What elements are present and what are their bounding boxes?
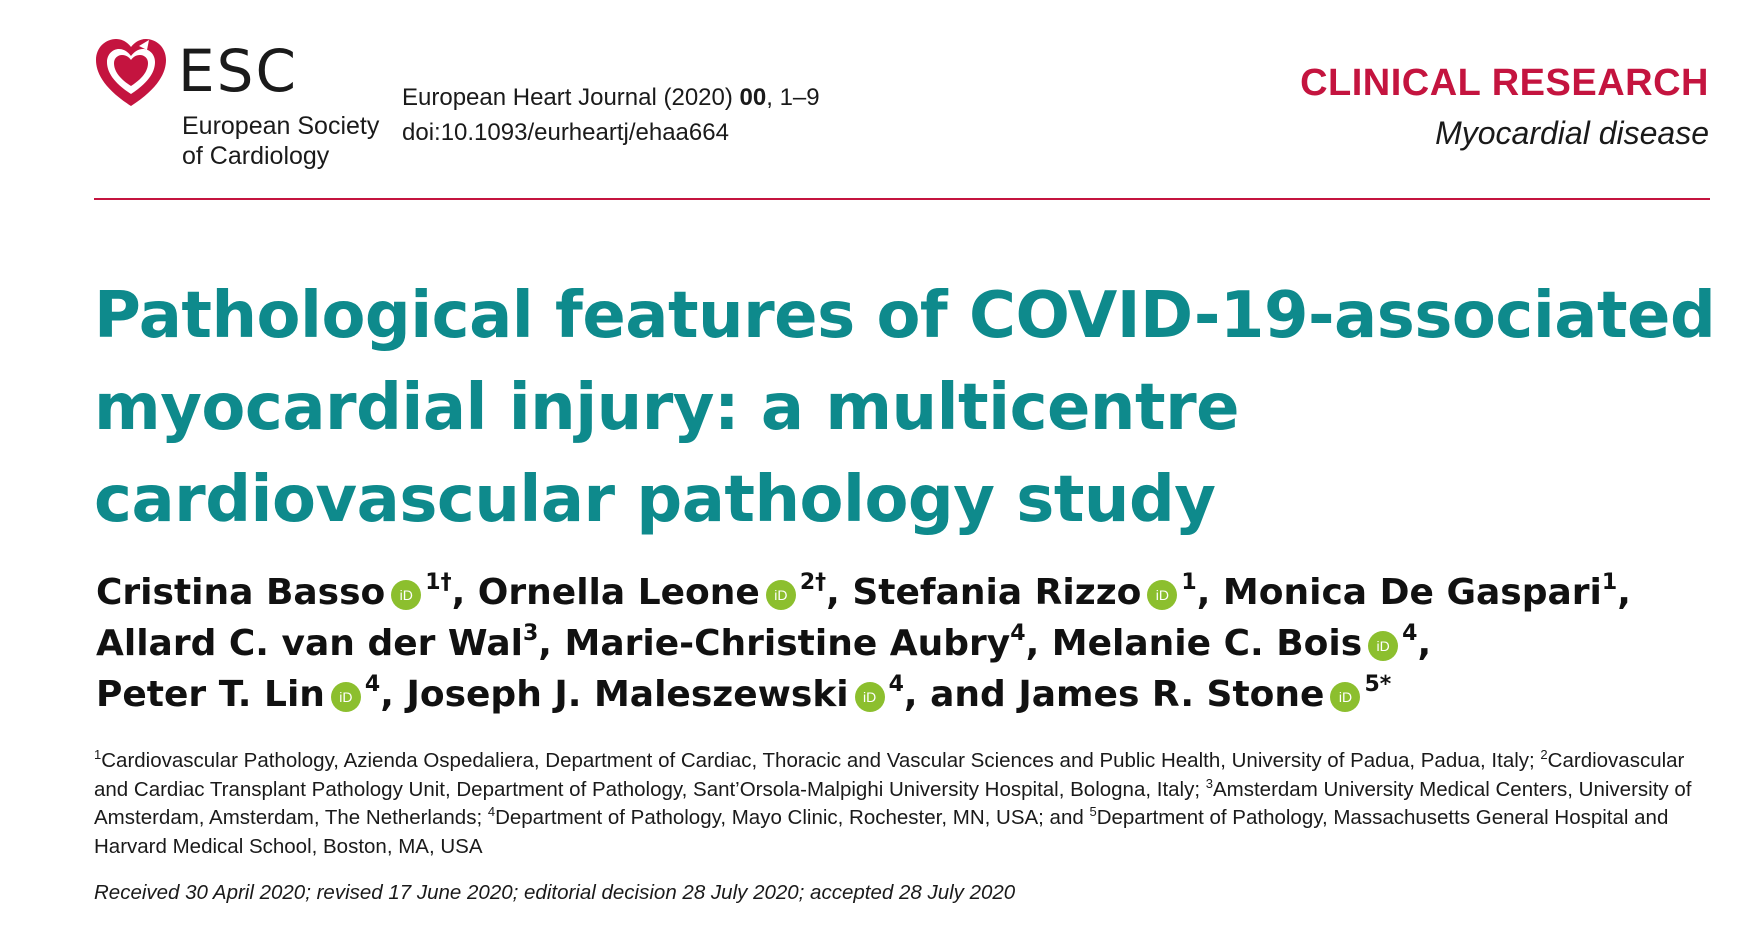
author-name[interactable]: Monica De Gaspari <box>1222 572 1602 613</box>
esc-logo-text: ESC <box>178 37 298 105</box>
society-name-line2: of Cardiology <box>182 142 330 170</box>
author-name[interactable]: Melanie C. Bois <box>1051 623 1363 664</box>
journal-line: European Heart Journal (2020) 00, 1–9 <box>402 80 820 115</box>
author-affiliation-marker: 4 <box>888 672 904 697</box>
orcid-icon[interactable]: iD <box>1147 580 1178 610</box>
article-title: Pathological features of COVID-19-associ… <box>94 279 1716 537</box>
affiliation-marker: 5 <box>1089 804 1097 819</box>
orcid-icon[interactable]: iD <box>1368 631 1399 661</box>
journal-name: European Heart Journal (2020) <box>402 84 740 111</box>
affiliation-marker: 3 <box>1205 775 1213 791</box>
section-type: CLINICAL RESEARCH <box>1300 62 1709 104</box>
orcid-icon[interactable]: iD <box>1330 682 1361 712</box>
author-name[interactable]: Cristina Basso <box>96 572 386 613</box>
author-name[interactable]: James R. Stone <box>1018 674 1325 715</box>
affiliation-text: Cardiovascular Pathology, Azienda Ospeda… <box>101 749 1541 772</box>
esc-heart-logo-icon <box>96 39 166 106</box>
journal-citation: European Heart Journal (2020) 00, 1–9 do… <box>402 80 820 150</box>
author-list: Cristina Basso iD 1†, Ornella Leone iD 2†, S… <box>96 570 1631 716</box>
affiliations: 1Cardiovascular Pathology, Azienda Osped… <box>94 747 1714 861</box>
author-affiliation-marker: 3 <box>522 621 539 646</box>
affiliation-text: Department of Pathology, Mayo Clinic, Ro… <box>495 806 1090 829</box>
orcid-icon[interactable]: iD <box>391 580 422 610</box>
author-affiliation-marker: 2† <box>799 570 827 595</box>
journal-volume: 00 <box>739 84 767 111</box>
author-name[interactable]: Joseph J. Maleszewski <box>406 674 849 715</box>
affiliation-text: Department of Pathology, Massachusetts G… <box>94 806 1669 858</box>
author-name[interactable]: Allard C. van der Wal <box>96 623 523 664</box>
section-subtype: Myocardial disease <box>1435 115 1709 151</box>
orcid-icon[interactable]: iD <box>330 682 361 712</box>
author-affiliation-marker: 1 <box>1601 570 1618 595</box>
affiliation-text: Amsterdam University Medical Centers, Un… <box>94 777 1692 830</box>
affiliation-marker: 1 <box>94 747 102 762</box>
author-affiliation-marker: 5* <box>1364 672 1392 697</box>
article-dates: Received 30 April 2020; revised 17 June … <box>94 881 1016 904</box>
journal-pages: , 1–9 <box>766 84 820 111</box>
author-name[interactable]: Stefania Rizzo <box>852 572 1142 613</box>
author-name[interactable]: Marie-Christine Aubry <box>564 623 1011 664</box>
affiliation-text: Cardiovascular and Cardiac Transplant Pa… <box>94 749 1685 801</box>
author-name[interactable]: Ornella Leone <box>477 572 760 613</box>
society-name: European Society of Cardiology <box>182 111 379 171</box>
author-affiliation-marker: 4 <box>1402 621 1418 646</box>
orcid-icon[interactable]: iD <box>854 682 885 712</box>
journal-doi: doi:10.1093/eurheartj/ehaa664 <box>402 119 729 146</box>
author-affiliation-marker: 1 <box>1181 570 1197 595</box>
orcid-icon[interactable]: iD <box>765 580 796 610</box>
affiliation-marker: 4 <box>487 804 496 819</box>
society-name-line1: European Society <box>182 112 380 140</box>
header-divider <box>94 198 1710 200</box>
author-name[interactable]: Peter T. Lin <box>96 674 325 715</box>
affiliation-marker: 2 <box>1540 747 1548 762</box>
author-affiliation-marker: 1† <box>425 570 452 595</box>
author-affiliation-marker: 4 <box>364 672 381 697</box>
author-affiliation-marker: 4 <box>1010 621 1026 646</box>
